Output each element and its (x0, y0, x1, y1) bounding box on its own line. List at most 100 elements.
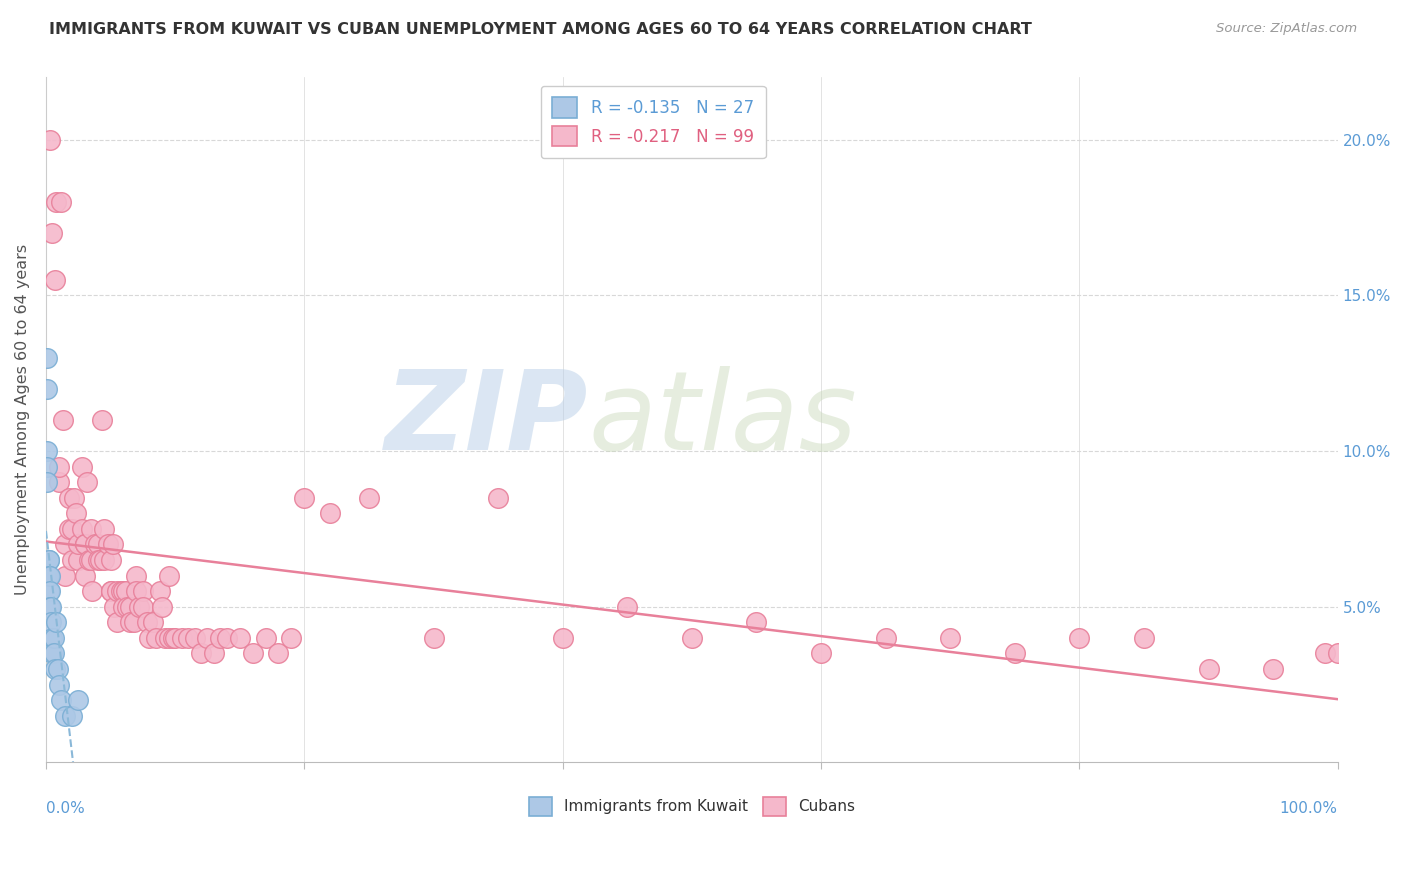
Point (138, 631, 160, 645)
Point (42, 631, 65, 645)
Point (67, 537, 90, 551)
Point (73, 537, 96, 551)
Point (37, 444, 59, 458)
Point (157, 568, 180, 582)
Point (37, 459, 59, 474)
Point (215, 631, 238, 645)
Text: 100.0%: 100.0% (1279, 801, 1337, 816)
Point (229, 631, 252, 645)
Point (41, 631, 63, 645)
Point (292, 491, 315, 505)
Point (51, 194, 73, 209)
Point (190, 647, 212, 661)
Point (122, 615, 145, 630)
Point (1004, 647, 1026, 661)
Point (86, 553, 108, 567)
Point (67, 553, 90, 567)
Point (73, 537, 96, 551)
Point (132, 584, 155, 599)
Point (53, 568, 76, 582)
Text: atlas: atlas (589, 367, 858, 474)
Point (38, 133, 60, 147)
Point (209, 631, 232, 645)
Point (153, 631, 176, 645)
Point (112, 584, 135, 599)
Point (58, 522, 80, 536)
Point (82, 584, 104, 599)
Point (45, 194, 67, 209)
Point (486, 491, 509, 505)
Point (1326, 647, 1348, 661)
Point (41, 226, 63, 240)
Point (128, 599, 150, 614)
Point (38, 584, 60, 599)
Point (58, 491, 80, 505)
Point (183, 631, 205, 645)
Point (70, 522, 93, 536)
Point (105, 615, 128, 630)
Point (103, 599, 125, 614)
Text: ZIP: ZIP (385, 367, 589, 474)
Point (37, 382, 59, 396)
Legend: Immigrants from Kuwait, Cubans: Immigrants from Kuwait, Cubans (522, 789, 863, 823)
Point (53, 708, 76, 723)
Text: 0.0%: 0.0% (46, 801, 84, 816)
Point (73, 568, 96, 582)
Point (1313, 647, 1336, 661)
Point (1263, 662, 1285, 676)
Point (422, 631, 444, 645)
Point (38, 568, 60, 582)
Point (38, 599, 60, 614)
Point (44, 662, 66, 676)
Point (48, 475, 70, 490)
Text: IMMIGRANTS FROM KUWAIT VS CUBAN UNEMPLOYMENT AMONG AGES 60 TO 64 YEARS CORRELATI: IMMIGRANTS FROM KUWAIT VS CUBAN UNEMPLOY… (49, 22, 1032, 37)
Point (100, 553, 122, 567)
Point (551, 631, 574, 645)
Point (52, 413, 75, 427)
Point (319, 506, 342, 520)
Point (41, 647, 63, 661)
Point (93, 522, 115, 536)
Point (202, 647, 225, 661)
Point (157, 631, 180, 645)
Point (135, 615, 157, 630)
Point (44, 273, 66, 287)
Point (70, 459, 93, 474)
Point (38, 553, 60, 567)
Point (60, 522, 83, 536)
Point (80, 522, 103, 536)
Point (162, 631, 184, 645)
Point (1198, 662, 1220, 676)
Point (100, 584, 122, 599)
Point (42, 647, 65, 661)
Point (197, 631, 219, 645)
Point (142, 615, 165, 630)
Point (101, 537, 124, 551)
Point (48, 677, 70, 691)
Point (38, 584, 60, 599)
Point (177, 631, 200, 645)
Point (77, 553, 100, 567)
Point (45, 615, 67, 630)
Point (145, 631, 167, 645)
Point (149, 584, 172, 599)
Point (51, 693, 73, 707)
Point (93, 553, 115, 567)
Point (115, 584, 138, 599)
Point (616, 599, 638, 614)
Point (150, 599, 173, 614)
Point (38, 553, 60, 567)
Point (86, 537, 108, 551)
Point (60, 708, 83, 723)
Point (110, 584, 132, 599)
Point (38, 599, 60, 614)
Text: Source: ZipAtlas.com: Source: ZipAtlas.com (1216, 22, 1357, 36)
Point (125, 584, 148, 599)
Point (280, 631, 302, 645)
Point (100, 584, 122, 599)
Point (65, 506, 87, 520)
Point (84, 537, 107, 551)
Point (80, 553, 103, 567)
Point (875, 631, 897, 645)
Point (681, 631, 703, 645)
